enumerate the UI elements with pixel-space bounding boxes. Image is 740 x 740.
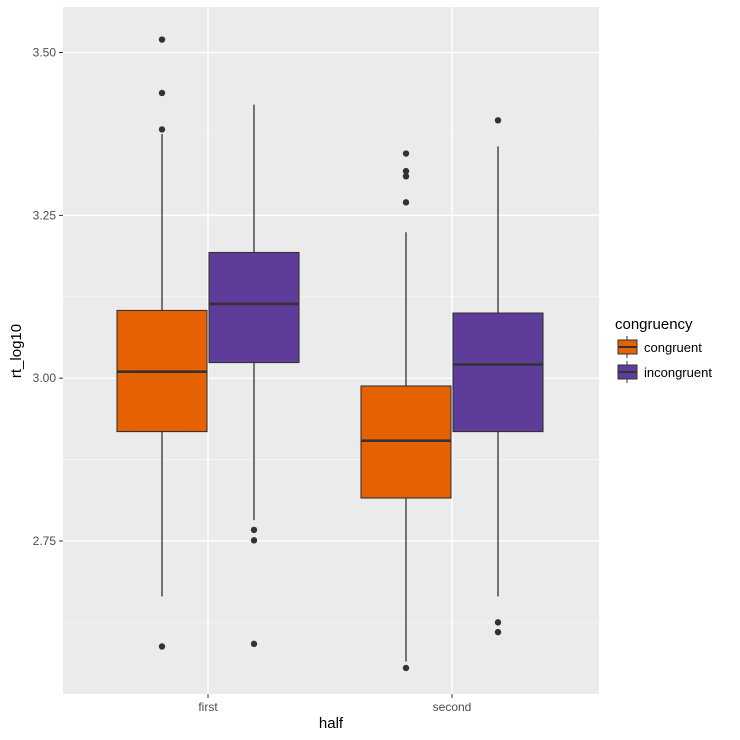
outlier-point (402, 199, 410, 206)
outlier-point (158, 89, 166, 97)
outlier-point (250, 526, 258, 534)
outlier-point (158, 126, 166, 133)
box-congruent-first (116, 36, 208, 650)
y-axis-title: rt_log10 (8, 324, 25, 378)
outlier-point (250, 640, 258, 648)
box-iqr (208, 251, 300, 364)
x-axis: first second (198, 694, 471, 714)
legend: congruency congruent incongruent (615, 316, 712, 383)
outlier-point (494, 117, 502, 124)
y-tick-label: 3.25 (33, 208, 57, 222)
box-iqr (452, 312, 544, 433)
legend-label-incongruent: incongruent (644, 365, 712, 380)
legend-item-incongruent: incongruent (617, 361, 712, 383)
outlier-point (494, 619, 502, 626)
outlier-point (494, 628, 502, 636)
grid-minor (63, 133, 599, 623)
x-tick-label: second (433, 700, 472, 714)
outlier-point (402, 173, 410, 180)
boxes (116, 36, 544, 672)
x-axis-title: half (319, 715, 344, 732)
outlier-point (158, 643, 166, 650)
outlier-point (402, 664, 410, 672)
y-tick-label: 2.75 (33, 534, 57, 548)
x-tick-label: first (198, 700, 218, 714)
y-tick-label: 3.00 (33, 371, 57, 385)
box-incongruent-first (208, 104, 300, 648)
box-congruent-second (360, 150, 452, 672)
legend-label-congruent: congruent (644, 340, 702, 355)
outlier-point (402, 167, 410, 175)
outlier-point (158, 36, 166, 43)
outlier-point (402, 150, 410, 157)
box-iqr (360, 385, 452, 499)
outlier-point (250, 537, 258, 544)
box-incongruent-second (452, 117, 544, 636)
y-tick-label: 3.50 (33, 46, 57, 60)
legend-item-congruent: congruent (617, 336, 702, 358)
legend-title: congruency (615, 316, 693, 333)
y-axis: 2.75 3.00 3.25 3.50 (33, 46, 63, 548)
